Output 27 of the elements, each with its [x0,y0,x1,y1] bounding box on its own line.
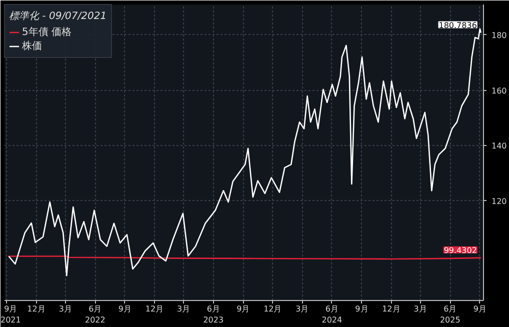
x-tick-label: 12月 [264,304,282,314]
x-tick-label: 6月 2025 [440,304,460,324]
legend-label: 5年債 価格 [22,26,72,39]
legend-title: 標準化 - 09/07/2021 [9,10,107,23]
y-tick-label: 120 [492,196,507,206]
x-tick-label: 3月 [296,304,309,314]
data-label: 180.7836 [438,20,477,30]
x-tick-label: 6月 2024 [322,304,342,324]
x-tick-label: 6月 2022 [85,304,106,324]
x-tick-label: 12月 [145,304,164,314]
x-tick-label: 9月 2021 [0,304,21,324]
x-tick-label: 12月 [27,304,46,314]
legend-label: 株価 [22,40,42,53]
x-tick-label: 6月 2023 [203,304,224,324]
x-tick-label: 9月 [355,304,368,314]
line-series [8,28,482,276]
y-tick-label: 160 [492,86,507,96]
data-label: 99.4302 [444,246,477,255]
x-tick-label: 9月 [473,304,486,314]
x-tick-label: 3月 [414,304,427,314]
x-tick-label: 12月 [382,304,400,314]
x-tick-label: 3月 [177,304,190,314]
x-tick-label: 9月 [118,304,132,314]
x-tick-label: 3月 [58,304,72,314]
y-tick-label: 180 [492,30,507,40]
y-tick-label: 140 [492,142,507,151]
x-tick-label: 9月 [236,304,250,314]
